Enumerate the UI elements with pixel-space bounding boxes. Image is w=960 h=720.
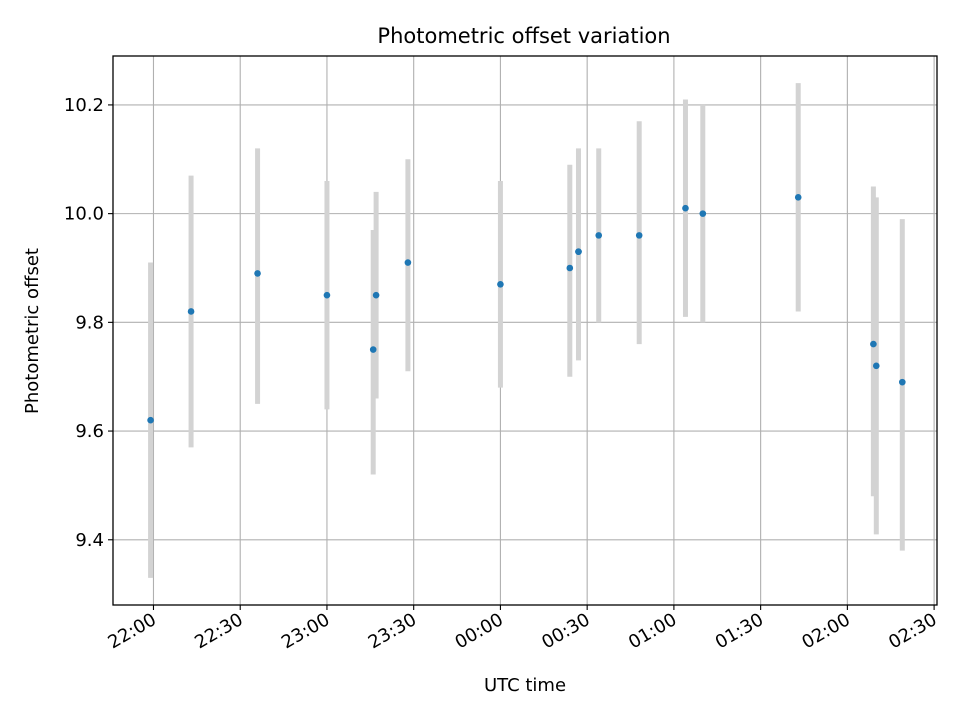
y-axis-ticks: 9.4 9.6 9.8 10.0 10.2: [64, 95, 113, 551]
data-point: [147, 416, 154, 424]
data-point: [254, 270, 261, 277]
data-point: [699, 210, 707, 217]
y-tick-label: 10.0: [64, 204, 104, 225]
data-point: [566, 264, 574, 272]
data-point: [187, 308, 195, 315]
data-point: [870, 340, 877, 348]
data-point: [899, 378, 906, 386]
grid-layer: [113, 56, 937, 605]
y-tick-label: 9.8: [75, 312, 104, 333]
data-point: [497, 280, 504, 288]
data-point: [323, 291, 331, 299]
data-point: [872, 362, 880, 370]
data-point: [575, 248, 582, 255]
data-point: [595, 232, 603, 239]
data-point: [372, 291, 380, 299]
data-point: [369, 346, 377, 353]
data-point: [404, 259, 412, 266]
data-point: [682, 204, 689, 212]
y-tick-label: 9.4: [75, 530, 104, 551]
y-tick-label: 10.2: [64, 95, 104, 116]
data-point: [794, 194, 802, 201]
chart-title: Photometric offset variation: [377, 24, 670, 48]
point-layer: [147, 194, 906, 424]
x-axis-label: UTC time: [484, 675, 566, 696]
y-tick-label: 9.6: [75, 421, 104, 442]
plot-frame: [112, 55, 938, 606]
y-axis-label: Photometric offset: [22, 248, 43, 414]
data-point: [635, 232, 643, 239]
